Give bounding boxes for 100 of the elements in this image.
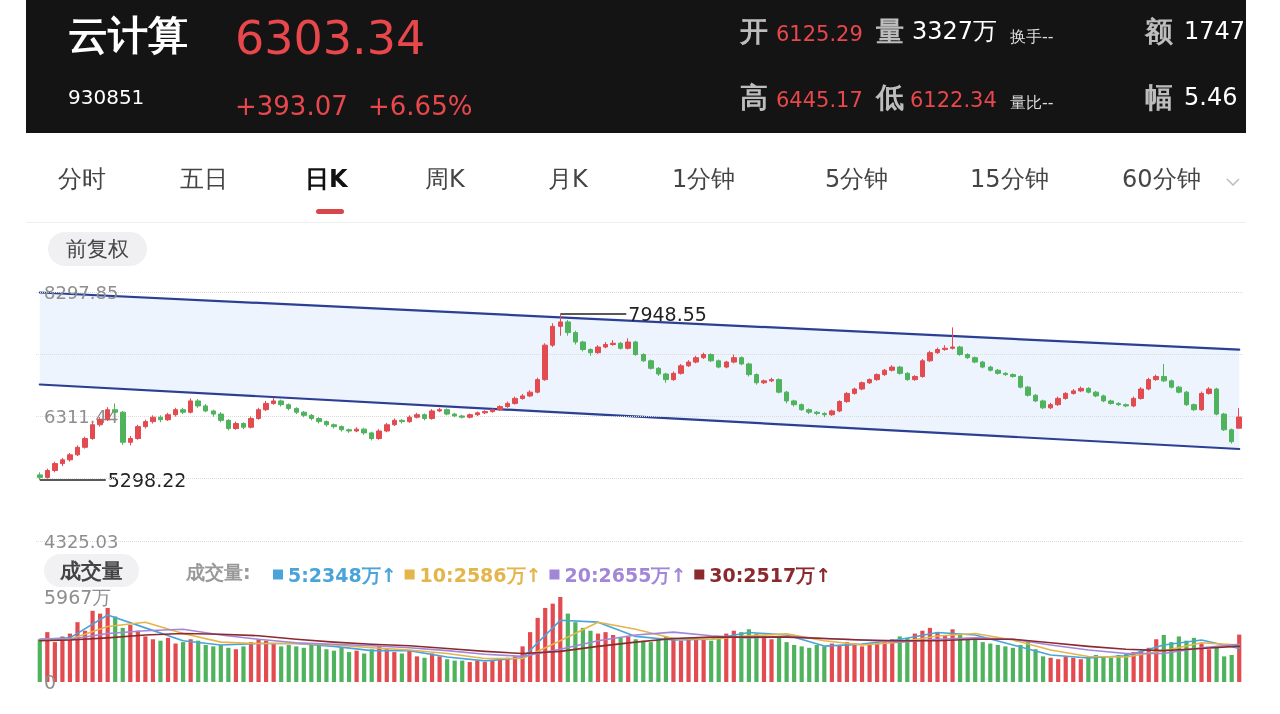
bar [346, 652, 352, 682]
bar [1010, 647, 1016, 682]
candlestick [384, 422, 390, 433]
bar [1222, 656, 1227, 682]
candlestick [512, 396, 518, 406]
bar [37, 639, 42, 682]
text: 周K [425, 165, 465, 194]
bar [716, 636, 721, 682]
candlestick [610, 339, 616, 347]
candlestick [414, 412, 420, 419]
candlestick [1101, 394, 1106, 403]
bar [316, 644, 321, 682]
text: 6303.34 [235, 11, 426, 65]
candlestick [791, 399, 797, 408]
candlestick [799, 402, 804, 412]
candlestick [1063, 391, 1068, 401]
text: 60分钟 [1122, 165, 1201, 194]
bar [792, 644, 797, 682]
candlestick [429, 408, 435, 421]
candlestick [618, 341, 623, 351]
candlestick [1229, 428, 1234, 445]
candlestick [980, 360, 985, 369]
text: 930851 [68, 85, 145, 109]
bar [626, 636, 631, 682]
bar [693, 637, 699, 682]
legend-title: 成交量: [185, 560, 251, 583]
candlestick [467, 412, 473, 419]
text: 换手-- [1010, 27, 1054, 47]
candlestick [912, 374, 918, 382]
bar [588, 630, 593, 682]
candlestick [625, 337, 631, 351]
bar [286, 644, 291, 682]
bar [1003, 646, 1008, 682]
bar [211, 646, 216, 682]
bar [263, 640, 269, 682]
candlestick [211, 409, 216, 418]
bar [452, 660, 457, 682]
text: 1分钟 [672, 165, 736, 194]
candlestick [527, 389, 533, 398]
bar [482, 662, 487, 682]
bar [995, 644, 1000, 682]
candlestick [754, 372, 759, 386]
bar [218, 644, 223, 682]
candlestick [316, 416, 322, 424]
candlestick [1146, 377, 1151, 391]
bar [399, 653, 404, 682]
candlestick [505, 401, 510, 409]
bar [173, 643, 178, 682]
bar [678, 640, 684, 682]
bar [761, 636, 767, 682]
bar [837, 644, 842, 682]
bar [769, 639, 774, 682]
bar [181, 642, 186, 682]
candlestick [942, 344, 948, 352]
candlestick [889, 364, 895, 372]
text: 低 [876, 81, 904, 115]
candlestick [671, 370, 676, 382]
legend-label: 20:2655万↑ [564, 563, 687, 586]
text: 日K [305, 165, 348, 194]
candlestick [761, 379, 767, 385]
bar [475, 660, 480, 682]
bar [188, 639, 193, 682]
bar [1229, 654, 1234, 682]
candlestick [399, 418, 405, 424]
candlestick [693, 355, 699, 364]
candlestick [45, 468, 50, 480]
candlestick [407, 414, 412, 424]
candlestick [844, 391, 850, 404]
bar [196, 640, 201, 682]
candlestick [444, 407, 450, 416]
candlestick [641, 352, 646, 363]
candlestick [995, 368, 1001, 376]
bar [256, 639, 261, 682]
candlestick [52, 461, 58, 473]
candlestick [935, 347, 940, 355]
candlestick [535, 377, 540, 394]
bar [309, 643, 314, 682]
candlestick [950, 326, 955, 351]
bar [490, 660, 495, 682]
candlestick [226, 418, 231, 431]
bar [414, 656, 420, 682]
bar [505, 657, 510, 682]
bar [1048, 657, 1053, 682]
candlestick [633, 340, 638, 357]
candlestick [475, 411, 480, 417]
candlestick [135, 424, 141, 441]
candlestick [482, 409, 488, 415]
candlestick [678, 363, 684, 376]
candlestick [1206, 386, 1212, 396]
candlestick [988, 365, 993, 372]
candlestick [776, 377, 782, 394]
bar [158, 640, 163, 682]
bar [362, 653, 367, 682]
chart-title: 成交量 [59, 558, 123, 583]
candlestick [1214, 387, 1219, 416]
candlestick [37, 471, 43, 481]
bar [301, 647, 306, 682]
candlestick [1176, 385, 1182, 394]
bar [852, 643, 857, 682]
bar [165, 637, 171, 682]
